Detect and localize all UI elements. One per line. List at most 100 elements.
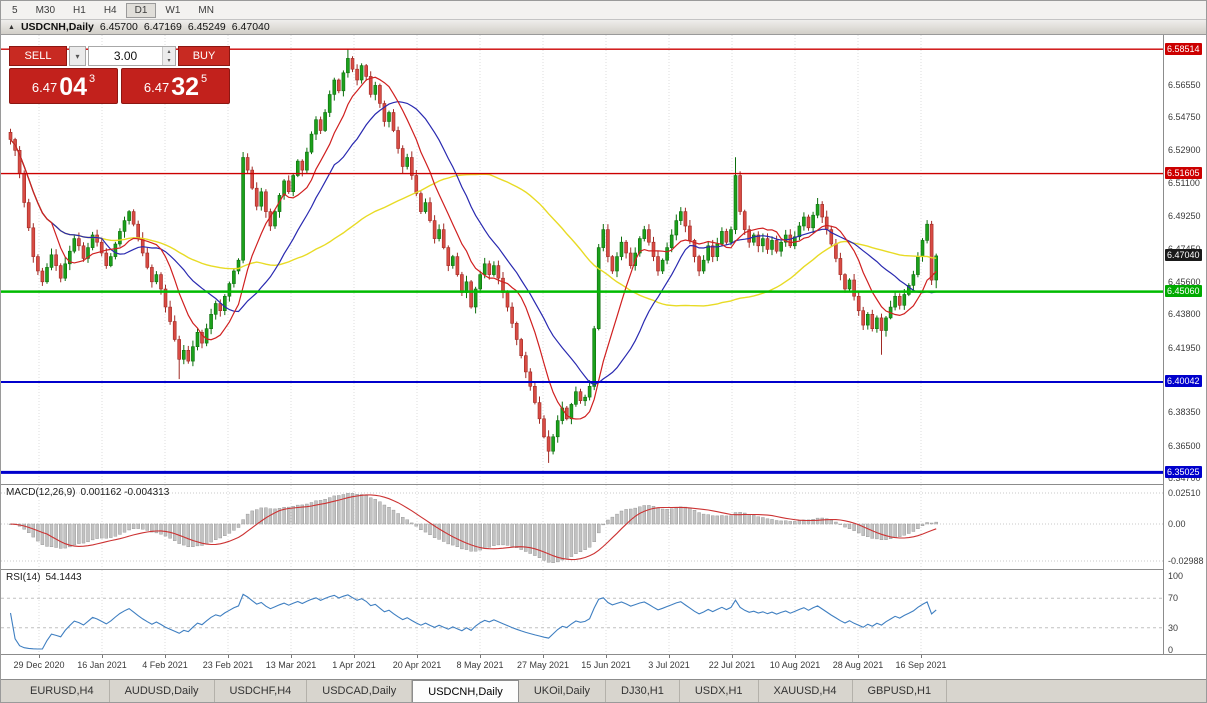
timeframe-button-h1[interactable]: H1 xyxy=(73,4,86,16)
rsi-values: 54.1443 xyxy=(45,572,82,583)
timeframe-button-m30[interactable]: M30 xyxy=(35,4,56,16)
ohlc-low: 6.45249 xyxy=(187,21,226,33)
spinner-down-icon[interactable]: ▾ xyxy=(163,56,175,65)
date-label: 29 Dec 2020 xyxy=(13,660,65,670)
macd-values: 0.001162 -0.004313 xyxy=(80,487,170,498)
chart-tab-usdchf-h4[interactable]: USDCHF,H4 xyxy=(215,680,308,702)
chart-area: SELL ▾ 3.00 ▴ ▾ BUY 6.47 04 3 6.47 32 5 xyxy=(1,35,1206,679)
macd-name: MACD(12,26,9) xyxy=(6,487,76,498)
spinner-up-icon[interactable]: ▴ xyxy=(163,47,175,56)
price-tick: 6.41950 xyxy=(1168,342,1201,353)
date-label: 28 Aug 2021 xyxy=(832,660,884,670)
chart-tab-usdcnh-daily[interactable]: USDCNH,Daily xyxy=(412,680,519,702)
price-tick: 6.43800 xyxy=(1168,309,1201,320)
chart-symbol-period: USDCNH,Daily xyxy=(20,21,94,33)
date-label: 20 Apr 2021 xyxy=(392,660,442,670)
one-click-trade-panel: SELL ▾ 3.00 ▴ ▾ BUY 6.47 04 3 6.47 32 5 xyxy=(9,46,230,104)
timeframe-button-h4[interactable]: H4 xyxy=(103,4,117,16)
date-label: 8 May 2021 xyxy=(456,660,504,670)
macd-chart[interactable] xyxy=(1,485,1165,569)
level-price-label: 6.51605 xyxy=(1165,167,1202,180)
panel-separator[interactable] xyxy=(1,569,1206,570)
chart-tab-dj30-h1[interactable]: DJ30,H1 xyxy=(606,680,680,702)
level-price-label: 6.45060 xyxy=(1165,285,1202,298)
chart-tab-usdcad-daily[interactable]: USDCAD,Daily xyxy=(307,680,413,702)
candlestick-chart[interactable] xyxy=(1,35,1165,484)
rsi-chart[interactable] xyxy=(1,570,1165,654)
volume-spinner[interactable]: ▴ ▾ xyxy=(162,47,175,65)
sell-price-pip: 3 xyxy=(89,73,96,85)
chart-caption-bar: ▲ USDCNH,Daily 6.45700 6.47169 6.45249 6… xyxy=(1,20,1206,35)
price-tick: 6.34700 xyxy=(1168,473,1201,484)
chart-tab-xauusd-h4[interactable]: XAUUSD,H4 xyxy=(759,680,853,702)
date-tick-mark xyxy=(228,655,229,658)
macd-panel[interactable]: MACD(12,26,9) 0.001162 -0.004313 xyxy=(1,485,1165,569)
chart-tab-eurusd-h4[interactable]: EURUSD,H4 xyxy=(15,680,110,702)
date-tick-mark xyxy=(921,655,922,658)
rsi-name: RSI(14) xyxy=(6,572,41,583)
date-label: 15 Jun 2021 xyxy=(581,660,631,670)
timeframe-button-d1[interactable]: D1 xyxy=(125,2,157,18)
date-tick-mark xyxy=(417,655,418,658)
level-price-label: 6.58514 xyxy=(1165,42,1202,55)
price-tick: 6.47450 xyxy=(1168,244,1201,254)
timeframe-toolbar: 5 M30 H1 H4 D1 W1 MN xyxy=(1,1,1206,20)
ohlc-open: 6.45700 xyxy=(99,21,138,33)
level-price-label: 6.40042 xyxy=(1165,375,1202,388)
main-price-panel[interactable]: SELL ▾ 3.00 ▴ ▾ BUY 6.47 04 3 6.47 32 5 xyxy=(1,35,1165,484)
date-label: 22 Jul 2021 xyxy=(708,660,756,670)
ohlc-high: 6.47169 xyxy=(143,21,182,33)
chart-tab-ukoil-daily[interactable]: UKOil,Daily xyxy=(519,680,607,702)
volume-dropdown-button[interactable]: ▾ xyxy=(69,46,86,66)
rsi-axis-tick: 70 xyxy=(1168,593,1179,604)
timeframe-button-mn[interactable]: MN xyxy=(198,4,214,16)
sell-button[interactable]: SELL xyxy=(9,46,67,66)
buy-price-button[interactable]: 6.47 32 5 xyxy=(121,68,230,104)
panel-separator[interactable] xyxy=(1,484,1206,485)
price-tick: 6.38350 xyxy=(1168,407,1201,418)
date-label: 10 Aug 2021 xyxy=(769,660,821,670)
current-price-label: 6.47040 xyxy=(1165,249,1202,262)
price-tick: 6.45600 xyxy=(1168,276,1201,287)
rsi-axis-tick: 0 xyxy=(1168,645,1174,655)
date-label: 1 Apr 2021 xyxy=(332,660,376,670)
price-axis[interactable]: 6.56550 6.54750 6.52900 6.51100 6.49250 6.474… xyxy=(1163,35,1206,655)
timeframe-button-w1[interactable]: W1 xyxy=(165,4,181,16)
sell-price-prefix: 6.47 xyxy=(31,79,58,95)
date-tick-mark xyxy=(858,655,859,658)
price-tick: 6.51100 xyxy=(1168,177,1200,188)
buy-button[interactable]: BUY xyxy=(178,46,230,66)
date-tick-mark xyxy=(102,655,103,658)
ohlc-close: 6.47040 xyxy=(231,21,270,33)
rsi-axis-tick: 100 xyxy=(1168,571,1184,581)
chart-tab-gbpusd-h1[interactable]: GBPUSD,H1 xyxy=(853,680,948,702)
date-label: 16 Sep 2021 xyxy=(895,660,947,670)
date-tick-mark xyxy=(354,655,355,658)
price-tick: 6.36500 xyxy=(1168,440,1201,451)
macd-axis-tick: 0.02510 xyxy=(1168,488,1201,498)
date-tick-mark xyxy=(606,655,607,658)
price-tick: 6.54750 xyxy=(1168,111,1201,122)
date-tick-mark xyxy=(732,655,733,658)
chevron-down-icon: ▾ xyxy=(75,51,80,61)
date-label: 27 May 2021 xyxy=(516,660,570,670)
macd-label: MACD(12,26,9) 0.001162 -0.004313 xyxy=(6,487,169,498)
date-tick-mark xyxy=(480,655,481,658)
volume-value: 3.00 xyxy=(113,49,138,63)
macd-axis-tick: 0.00 xyxy=(1168,519,1186,529)
sell-price-button[interactable]: 6.47 04 3 xyxy=(9,68,118,104)
rsi-panel[interactable]: RSI(14) 54.1443 xyxy=(1,570,1165,654)
timeframe-button-5[interactable]: 5 xyxy=(12,4,18,16)
one-click-toggle-icon[interactable]: ▲ xyxy=(8,23,15,31)
chart-tab-usdx-h1[interactable]: USDX,H1 xyxy=(680,680,759,702)
date-tick-mark xyxy=(795,655,796,658)
date-label: 16 Jan 2021 xyxy=(77,660,127,670)
chart-tab-audusd-daily[interactable]: AUDUSD,Daily xyxy=(110,680,215,702)
date-tick-mark xyxy=(669,655,670,658)
date-label: 23 Feb 2021 xyxy=(202,660,254,670)
volume-field[interactable]: 3.00 ▴ ▾ xyxy=(88,46,176,66)
date-axis[interactable]: 29 Dec 2020 16 Jan 2021 4 Feb 2021 23 Feb 2… xyxy=(1,654,1206,679)
date-label: 4 Feb 2021 xyxy=(142,660,188,670)
price-tick: 6.49250 xyxy=(1168,211,1201,222)
